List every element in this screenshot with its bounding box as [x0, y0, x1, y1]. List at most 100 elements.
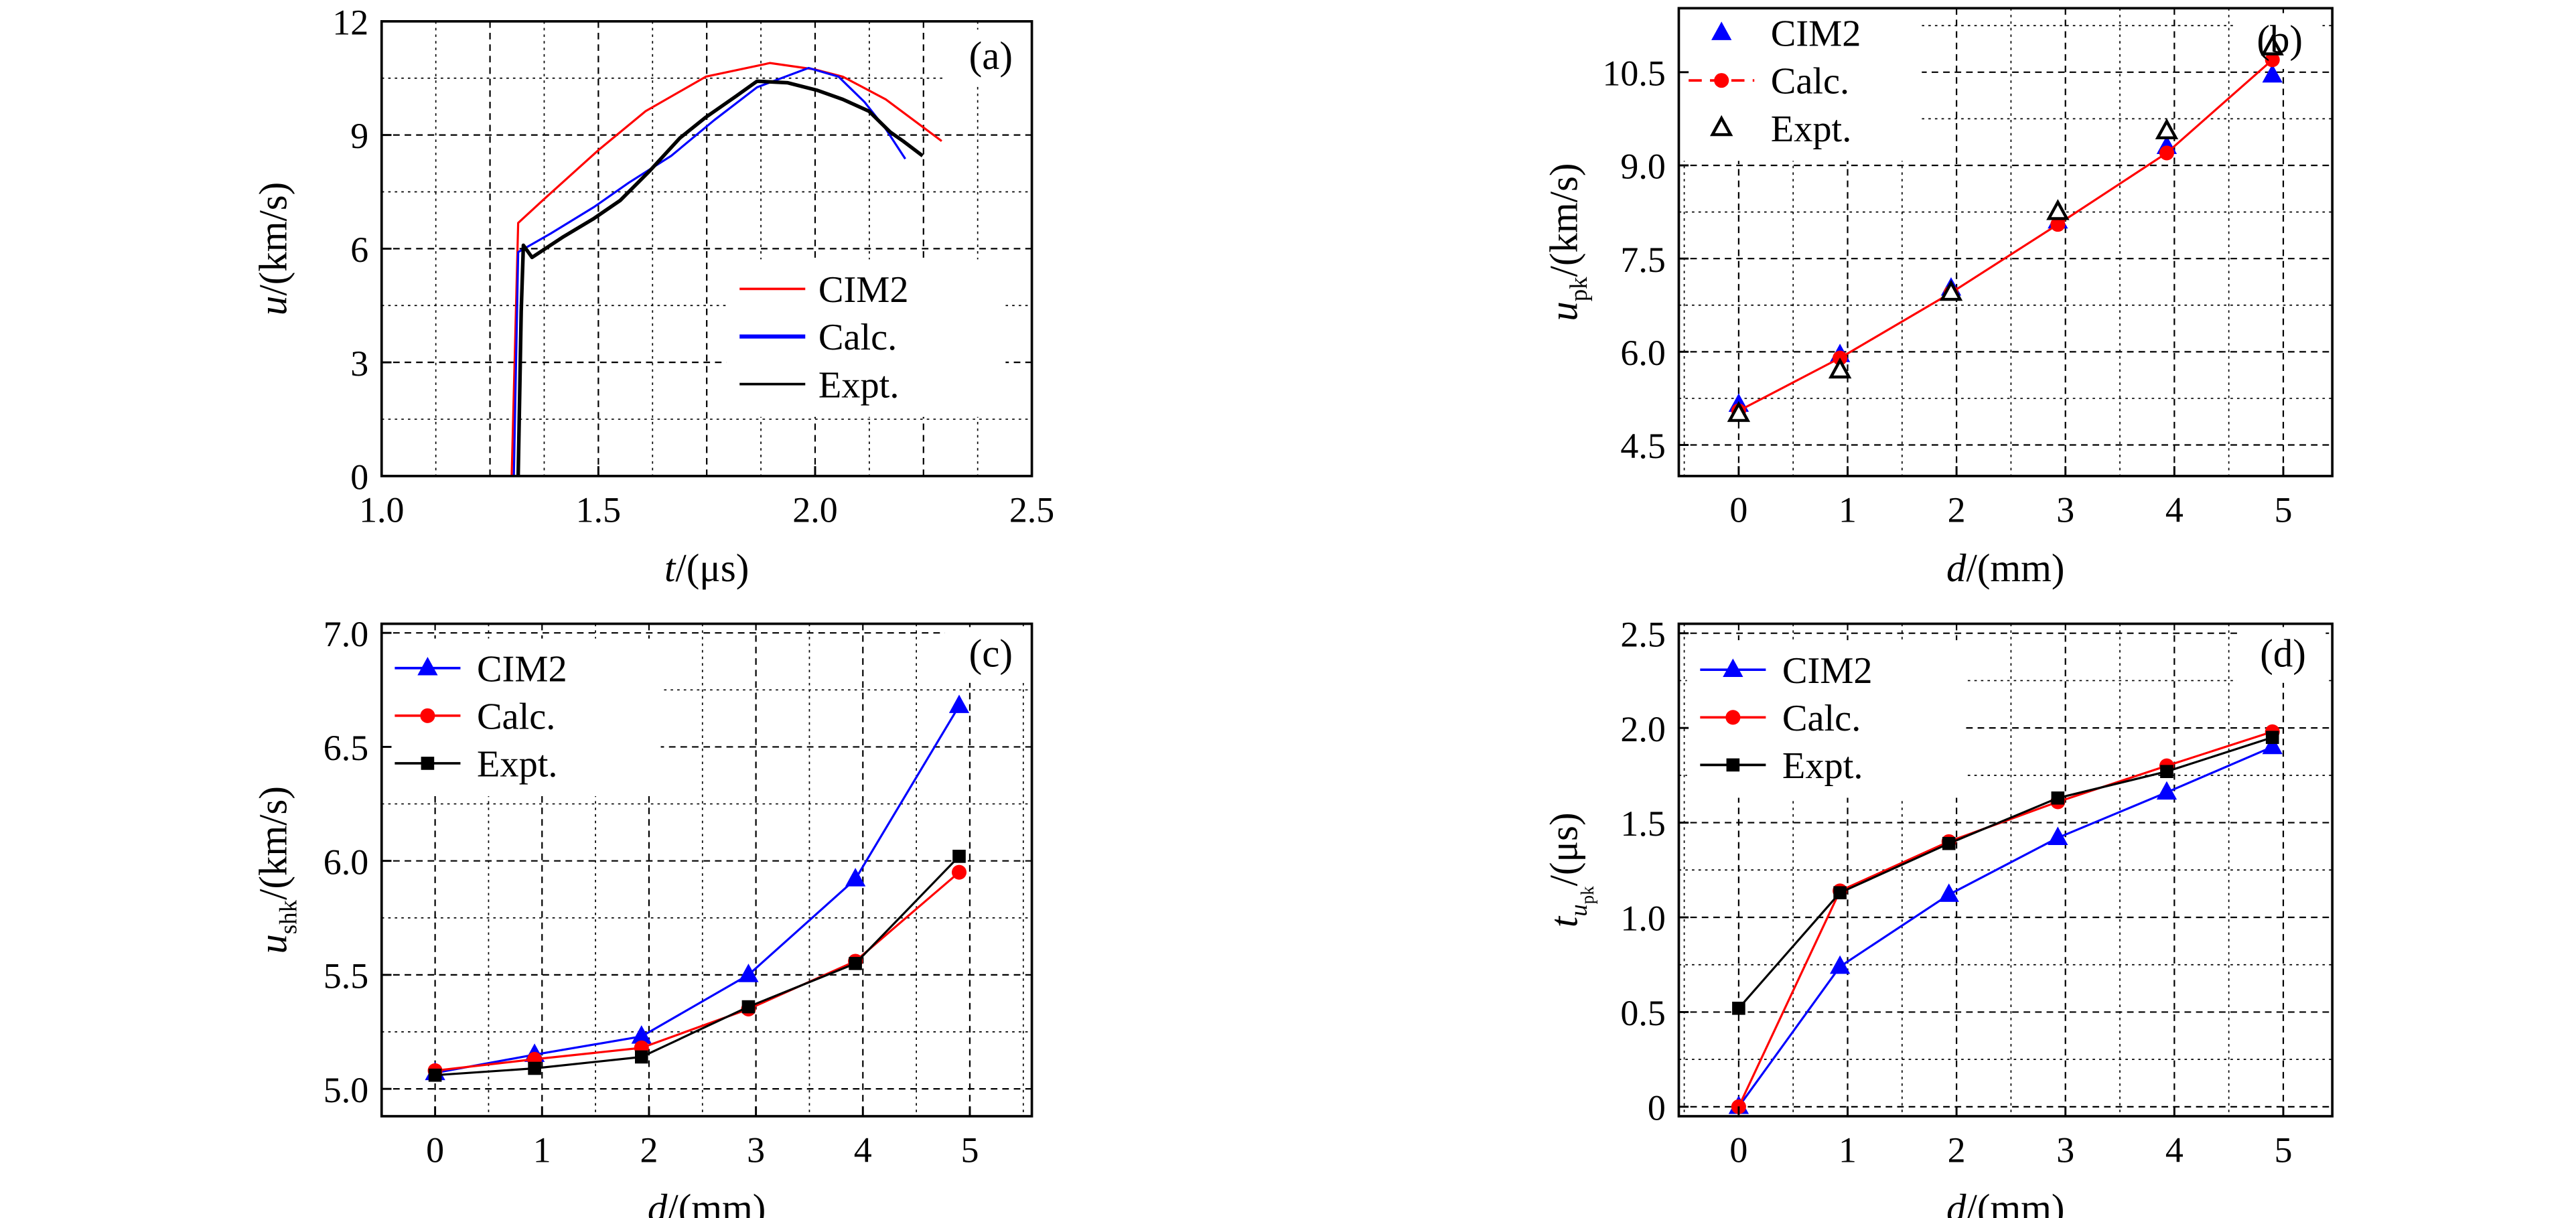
x-tick-label: 3	[747, 1130, 765, 1170]
legend-marker	[417, 657, 438, 676]
y-axis-unit: /(km/s)	[252, 786, 295, 900]
legend-marker	[1711, 21, 1732, 40]
series-calc	[427, 864, 967, 1078]
x-tick-label: 2	[1948, 490, 1966, 530]
legend-entry: Calc.	[1689, 61, 1849, 102]
data-point	[428, 1068, 442, 1082]
data-point	[1833, 886, 1847, 900]
series-cim2	[510, 62, 942, 476]
plot-frame	[1677, 7, 2334, 477]
legend-entry: Calc.	[739, 317, 897, 358]
x-tick-label: 4	[2165, 1130, 2184, 1170]
data-point	[2261, 34, 2284, 56]
y-axis-subscript: shk	[274, 899, 301, 934]
legend-entry: CIM2	[1700, 650, 1873, 692]
x-axis-unit: /(mm)	[667, 1187, 766, 1218]
data-point	[1829, 955, 1851, 974]
y-tick-label: 5.5	[324, 956, 368, 996]
legend-entry: CIM2	[1711, 13, 1861, 55]
x-tick-label: 0	[1729, 1130, 1747, 1170]
legend-label: CIM2	[477, 648, 567, 690]
legend-entry: Calc.	[395, 696, 555, 737]
legend-entry: CIM2	[395, 648, 567, 690]
legend-label: Expt.	[1782, 745, 1863, 787]
y-axis-symbol: u	[252, 934, 295, 954]
x-tick-label: 0	[1729, 490, 1747, 530]
y-tick-label: 7.5	[1620, 240, 1665, 280]
legend-label: CIM2	[818, 269, 909, 311]
panel-label: (a)	[969, 34, 1013, 78]
data-point	[951, 864, 967, 880]
x-axis-symbol: t	[664, 546, 676, 590]
series-group	[1727, 34, 2284, 423]
y-axis-subscript: pk	[1565, 277, 1592, 301]
y-axis-label: upk/(km/s)	[1542, 163, 1592, 321]
data-point	[2156, 781, 2177, 800]
x-axis-label: d/(mm)	[1946, 1187, 2064, 1218]
y-tick-label: 2.0	[1620, 709, 1665, 749]
legend-label: Calc.	[1771, 61, 1849, 102]
grid	[1678, 8, 2333, 476]
chart-panel-d: CIM2 Calc. Expt. 0 1 2 3 4 5 0 0.5 1.0 1.5 2.0 2.5 (d) d…	[1542, 614, 2334, 1218]
x-axis-label: t/(μs)	[664, 546, 749, 590]
data-point	[1939, 279, 1963, 301]
legend-entry: Calc.	[1700, 698, 1861, 739]
y-tick-label: 6.0	[1620, 333, 1665, 373]
x-tick-label: 4	[2165, 490, 2184, 530]
data-point	[849, 957, 862, 970]
data-point	[528, 1061, 541, 1075]
legend-marker	[1725, 710, 1741, 725]
legend-marker	[1714, 73, 1729, 88]
y-tick-label: 1.5	[1620, 804, 1665, 844]
legend-marker	[421, 757, 435, 770]
data-point	[2048, 826, 2068, 845]
legend-label: Calc.	[818, 317, 897, 358]
series-group	[1728, 724, 2283, 1114]
series-line	[1737, 745, 2273, 1108]
y-tick-label: 0	[350, 457, 368, 498]
x-tick-label: 2.0	[792, 490, 837, 530]
x-tick-label: 0	[426, 1130, 444, 1170]
panel-label-background	[2236, 627, 2326, 683]
data-point	[1732, 1001, 1745, 1015]
x-tick-label: 2	[640, 1130, 658, 1170]
chart-panel-b: CIM2 Calc. Expt. 0 1 2 3 4 5 4.5 6.0 7.5 9.0 10.5 (b) d…	[1542, 3, 2334, 590]
series-line	[1738, 59, 2273, 412]
y-tick-label: 2.5	[1620, 614, 1665, 654]
legend-marker	[1726, 758, 1740, 772]
y-tick-label: 6.5	[324, 728, 368, 768]
x-axis-symbol: d	[1946, 1187, 1966, 1218]
data-point	[845, 868, 866, 887]
legend-label: Expt.	[477, 744, 558, 785]
y-tick-label: 6.0	[324, 842, 368, 882]
data-point	[2265, 731, 2279, 745]
x-tick-label: 2	[1948, 1130, 1966, 1170]
legend-label: Expt.	[1771, 108, 1852, 150]
chart-panel-a: CIM2 Calc. Expt. 1.0 1.5 2.0 2.5 0 3 6 9 12 (a) t/(μs…	[252, 2, 1055, 589]
legend-label: Calc.	[1782, 698, 1861, 739]
legend-entry: CIM2	[739, 269, 909, 311]
y-axis-label: u/(km/s)	[252, 182, 295, 315]
y-tick-label: 3	[350, 344, 368, 384]
y-tick-label: 6	[350, 230, 368, 270]
legend-label: CIM2	[1782, 650, 1873, 692]
x-tick-label: 3	[2056, 490, 2074, 530]
legend-entry: Expt.	[395, 744, 558, 785]
x-axis-unit: /(μs)	[675, 546, 749, 590]
x-axis-unit: /(mm)	[1966, 546, 2064, 590]
data-point	[741, 1000, 756, 1014]
series-line	[435, 705, 960, 1074]
y-tick-label: 0.5	[1620, 993, 1665, 1033]
x-tick-label: 3	[2056, 1130, 2074, 1170]
x-tick-label: 2.5	[1009, 490, 1054, 530]
y-axis-label: tupk/(μs)	[1542, 812, 1597, 927]
data-point	[1942, 836, 1956, 850]
series-line	[510, 62, 942, 476]
x-tick-label: 5	[960, 1130, 979, 1170]
plot-frame	[380, 622, 1033, 1118]
y-tick-label: 9.0	[1620, 147, 1665, 187]
data-point	[2155, 118, 2179, 139]
y-axis-symbol: u	[1542, 301, 1585, 321]
